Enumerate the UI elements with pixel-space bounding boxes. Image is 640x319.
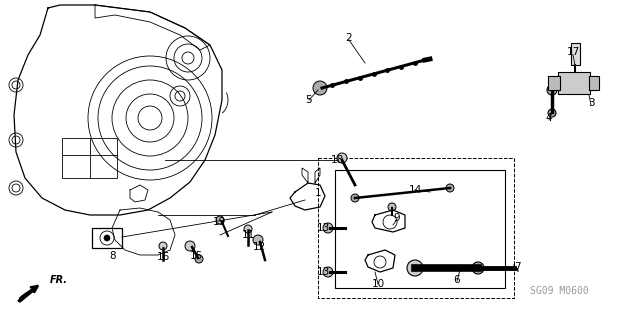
Text: FR.: FR. [50, 275, 68, 285]
Text: 17: 17 [566, 47, 580, 57]
Text: 1: 1 [315, 188, 321, 198]
Circle shape [547, 85, 557, 95]
Circle shape [548, 109, 556, 117]
Text: 10: 10 [371, 279, 385, 289]
Circle shape [351, 194, 359, 202]
Bar [92, 228, 122, 248]
Bar [589, 76, 599, 90]
Bar [318, 158, 514, 298]
Circle shape [388, 203, 396, 211]
Text: 8: 8 [109, 251, 116, 261]
Text: 9: 9 [394, 213, 400, 223]
Text: 15: 15 [189, 251, 203, 261]
Text: 14: 14 [408, 185, 422, 195]
Text: 16: 16 [156, 252, 170, 262]
Text: 4: 4 [546, 113, 552, 123]
Circle shape [104, 235, 110, 241]
Circle shape [446, 184, 454, 192]
Circle shape [216, 216, 224, 224]
Bar [558, 72, 590, 94]
Circle shape [323, 223, 333, 233]
Circle shape [185, 241, 195, 251]
Text: 13: 13 [316, 267, 330, 277]
Circle shape [195, 255, 203, 263]
Text: SG09 M0600: SG09 M0600 [530, 286, 589, 296]
Circle shape [159, 242, 167, 250]
Text: 12: 12 [252, 242, 266, 252]
Bar [62, 138, 117, 178]
Text: 13: 13 [316, 223, 330, 233]
Text: 18: 18 [330, 155, 344, 165]
Circle shape [337, 153, 347, 163]
Text: 11: 11 [241, 230, 255, 240]
Circle shape [313, 81, 327, 95]
Text: 3: 3 [588, 98, 595, 108]
Text: 5: 5 [306, 95, 312, 105]
Bar [335, 170, 505, 288]
Text: 2: 2 [346, 33, 352, 43]
Text: 7: 7 [514, 262, 520, 272]
Circle shape [407, 260, 423, 276]
Polygon shape [18, 285, 38, 302]
Text: 6: 6 [454, 275, 460, 285]
Circle shape [323, 267, 333, 277]
Circle shape [472, 262, 484, 274]
Text: 19: 19 [212, 217, 226, 227]
Circle shape [244, 225, 252, 233]
Bar [571, 43, 580, 65]
Bar [548, 76, 560, 90]
Circle shape [253, 235, 263, 245]
